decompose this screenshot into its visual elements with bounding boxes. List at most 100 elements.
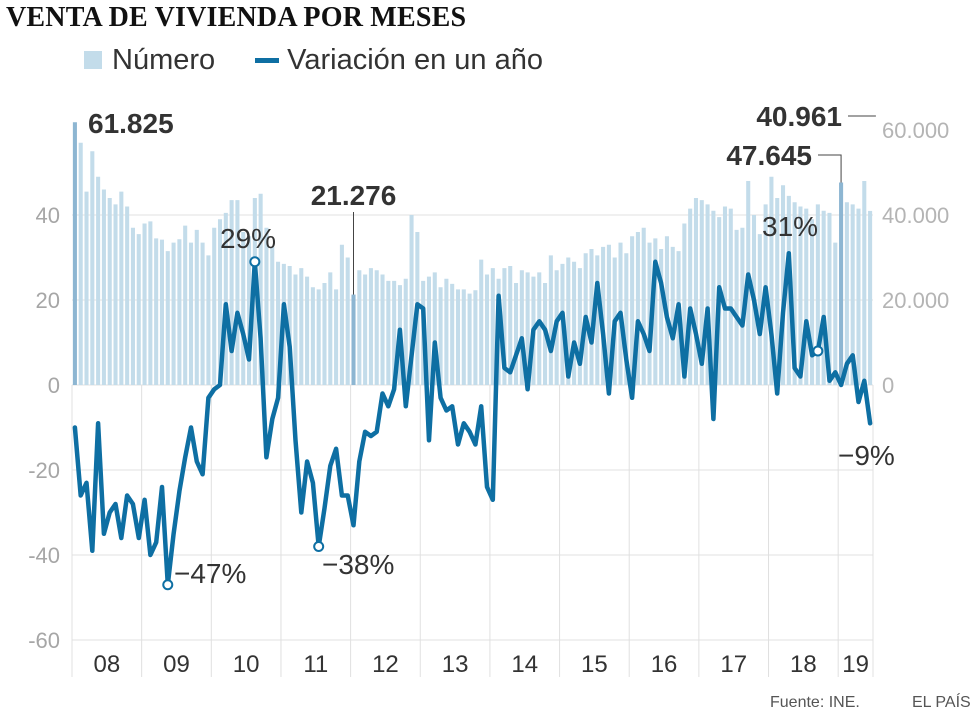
bar: [461, 289, 466, 385]
bar: [276, 261, 281, 385]
bar-annotation: 47.645: [726, 140, 812, 171]
bar: [351, 294, 356, 385]
legend-label-variation: Variación en un año: [287, 43, 543, 76]
bar: [90, 151, 95, 385]
bar: [514, 283, 519, 385]
bar: [217, 219, 223, 385]
bar: [484, 274, 490, 385]
data-point-marker: [812, 345, 824, 357]
bar: [264, 227, 269, 385]
bar: [728, 208, 733, 385]
legend-label-number: Número: [112, 43, 216, 76]
chart-title: VENTA DE VIVIENDA POR MESES: [6, 2, 467, 33]
bar: [572, 261, 577, 385]
bar: [316, 289, 321, 385]
bar: [688, 208, 693, 385]
bar: [119, 191, 124, 385]
bar: [525, 272, 530, 385]
bar: [624, 253, 629, 385]
bar: [165, 251, 170, 385]
data-point-marker: [249, 256, 261, 268]
left-tick-label: -20: [28, 458, 60, 483]
bar: [84, 191, 89, 385]
bar: [705, 204, 710, 385]
bar: [305, 276, 310, 385]
bar: [693, 198, 698, 385]
bar: [775, 198, 780, 385]
line-annotation: 31%: [762, 211, 818, 242]
bar: [769, 176, 774, 385]
bar: [183, 225, 188, 385]
bar: [159, 239, 164, 385]
bar: [270, 246, 275, 385]
left-tick-label: -40: [28, 543, 60, 568]
bar: [142, 223, 147, 385]
left-tick-label: 40: [36, 203, 60, 228]
line-annotation: 29%: [220, 223, 276, 254]
bar: [711, 210, 716, 385]
bar: [200, 242, 205, 385]
bar: [566, 257, 571, 385]
bar: [862, 181, 867, 385]
bar: [444, 278, 449, 385]
bar: [78, 142, 83, 385]
bar: [467, 293, 472, 385]
bar: [815, 204, 820, 385]
bar: [96, 176, 101, 385]
bar-annotation: 40.961: [756, 101, 842, 132]
bar: [328, 272, 333, 385]
legend-item-variation: Variación en un año: [255, 44, 543, 77]
bar: [508, 266, 513, 385]
bar: [380, 274, 385, 385]
x-tick-label: 11: [303, 651, 328, 678]
right-tick-label: 60.000: [882, 118, 949, 143]
bar: [409, 215, 414, 385]
right-tick-label: 40.000: [882, 203, 949, 228]
x-tick-label: 13: [442, 651, 469, 678]
bar: [293, 274, 298, 385]
series-line: [72, 251, 873, 588]
left-tick-label: -60: [28, 628, 60, 653]
bar: [844, 202, 849, 385]
bar: [438, 287, 443, 385]
bar: [154, 238, 159, 385]
bar: [699, 200, 704, 385]
x-tick-label: 18: [790, 651, 817, 678]
line-annotation: −38%: [322, 549, 394, 580]
right-tick-label: 20.000: [882, 288, 949, 313]
bar: [357, 270, 362, 385]
bar: [798, 206, 803, 385]
bar: [781, 185, 786, 385]
bar: [827, 212, 832, 385]
bar: [426, 276, 431, 385]
bar: [455, 289, 461, 385]
bar: [258, 193, 263, 385]
bar: [606, 244, 611, 385]
data-point-marker: [313, 541, 325, 552]
x-tick-label: 14: [511, 651, 538, 678]
bar: [635, 232, 640, 385]
line-annotation: −47%: [174, 558, 246, 589]
bar: [136, 234, 141, 385]
bar: [130, 227, 135, 385]
bar: [148, 221, 153, 385]
line-annotation: −9%: [838, 440, 895, 471]
bar: [850, 204, 855, 385]
bar: [833, 242, 838, 385]
bar: [653, 238, 658, 385]
x-tick-label: 12: [372, 651, 399, 678]
bar: [368, 268, 373, 385]
bar: [374, 270, 379, 385]
x-tick-label: 09: [163, 651, 190, 678]
bar: [229, 200, 234, 385]
bar: [339, 244, 344, 385]
bar: [682, 223, 687, 385]
bar: [537, 272, 542, 385]
bar: [589, 249, 594, 385]
bar: [734, 229, 739, 385]
bar: [212, 227, 217, 385]
bar: [113, 204, 118, 385]
bar: [641, 227, 646, 385]
bar: [519, 270, 524, 385]
